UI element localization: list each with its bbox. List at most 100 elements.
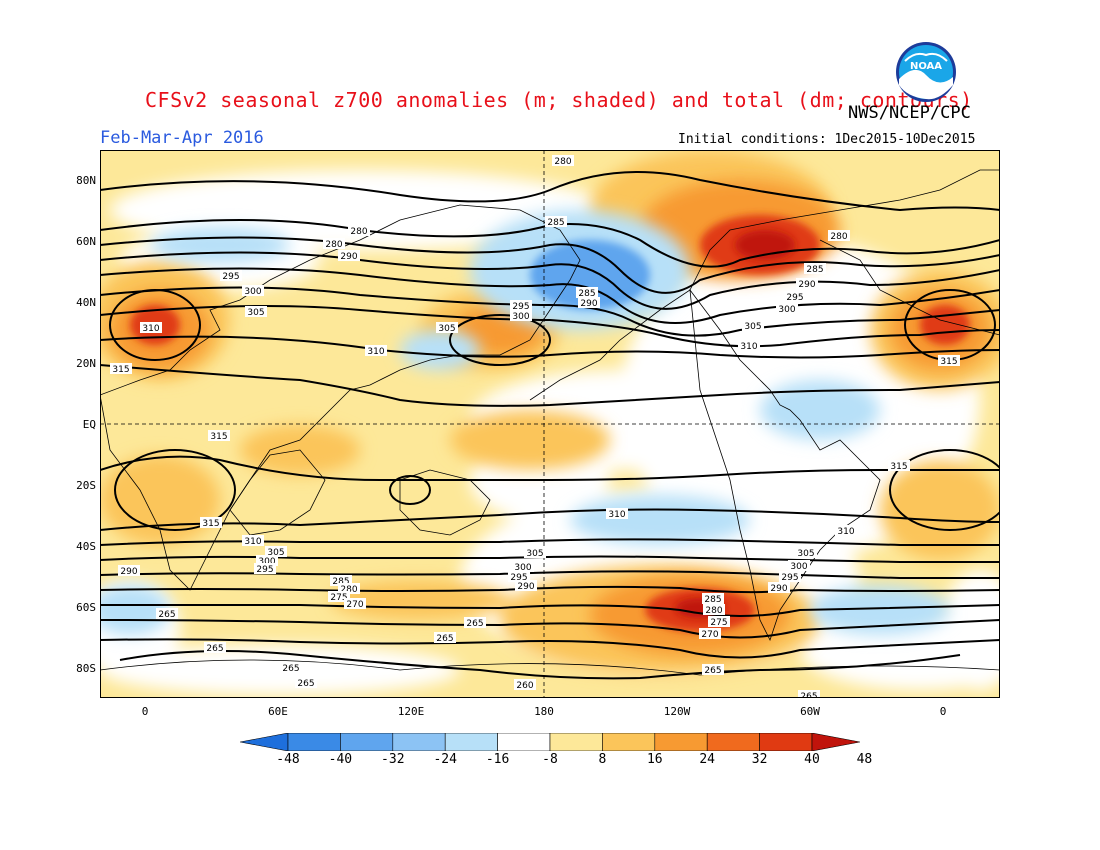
svg-text:295: 295 xyxy=(256,565,273,575)
lon-label: 120E xyxy=(397,705,425,718)
lat-label: 20S xyxy=(76,479,96,492)
contour-label: 295 xyxy=(254,563,276,575)
svg-text:285: 285 xyxy=(704,595,721,605)
svg-text:310: 310 xyxy=(244,537,261,547)
svg-text:265: 265 xyxy=(800,692,817,698)
svg-text:295: 295 xyxy=(512,302,529,312)
contour-label: 295 xyxy=(220,270,242,282)
contour-label: 315 xyxy=(110,363,132,375)
colorbar-label: -48 xyxy=(276,752,300,767)
colorbar-arrow-left xyxy=(240,733,289,751)
contour-label: 295 xyxy=(510,300,532,312)
contour-label: 290 xyxy=(118,565,140,577)
initial-conditions: Initial conditions: 1Dec2015-10Dec2015 xyxy=(678,132,976,147)
svg-text:285: 285 xyxy=(332,577,349,587)
contour-label: 290 xyxy=(796,278,818,290)
noaa-logo-icon: NOAA xyxy=(896,42,956,102)
svg-text:300: 300 xyxy=(258,557,275,567)
contour-label: 280 xyxy=(703,604,725,616)
lon-label: 0 xyxy=(141,705,149,718)
contour-label: 275 xyxy=(328,591,350,603)
contour-label: 265 xyxy=(295,677,317,689)
contour-label: 300 xyxy=(256,555,278,567)
svg-text:310: 310 xyxy=(142,324,159,334)
colorbar-label: -16 xyxy=(485,752,510,767)
contour-label: 260 xyxy=(514,679,536,691)
colorbar-swatch xyxy=(287,733,341,751)
svg-text:300: 300 xyxy=(512,312,529,322)
contour-label: 305 xyxy=(795,547,817,559)
svg-text:315: 315 xyxy=(202,519,219,529)
contour-label: 310 xyxy=(738,340,760,352)
colorbar-label: 16 xyxy=(646,752,663,767)
svg-text:290: 290 xyxy=(770,584,787,594)
lon-label: 60W xyxy=(800,705,820,718)
colorbar-label: 40 xyxy=(804,752,820,767)
agency-label: NWS/NCEP/CPC xyxy=(848,103,971,123)
svg-text:310: 310 xyxy=(837,527,854,537)
svg-text:310: 310 xyxy=(740,342,757,352)
anomaly-map: 280 285 280 280 290 295 300 305 310 310 … xyxy=(100,150,1000,698)
lat-label: 80S xyxy=(76,662,96,675)
contour-label: 285 xyxy=(576,287,598,299)
colorbar-swatch xyxy=(392,733,446,751)
colorbar-label: -24 xyxy=(433,752,457,767)
svg-text:270: 270 xyxy=(701,630,718,640)
lat-label: 40N xyxy=(76,296,96,309)
svg-text:280: 280 xyxy=(705,606,722,616)
contour-label: 305 xyxy=(265,546,287,558)
svg-text:260: 260 xyxy=(516,681,533,691)
contour-label: 275 xyxy=(708,616,730,628)
contour-label: 295 xyxy=(779,571,801,583)
contour-label: 290 xyxy=(578,297,600,309)
svg-text:305: 305 xyxy=(247,308,264,318)
colorbar-label: 8 xyxy=(598,752,607,767)
lon-label: 60E xyxy=(268,705,288,718)
contour-label: 315 xyxy=(938,355,960,367)
svg-text:285: 285 xyxy=(547,218,564,228)
contour-label: 295 xyxy=(784,291,806,303)
svg-text:265: 265 xyxy=(297,679,314,689)
contour-label: 290 xyxy=(338,250,360,262)
svg-text:295: 295 xyxy=(781,573,798,583)
svg-text:300: 300 xyxy=(778,305,795,315)
contour-label: 265 xyxy=(156,608,178,620)
contour-label: 280 xyxy=(323,238,345,250)
svg-text:280: 280 xyxy=(554,157,571,167)
colorbar-label: -40 xyxy=(328,752,353,767)
colorbar-swatch xyxy=(340,733,394,751)
colorbar-label: 32 xyxy=(751,752,768,767)
lat-label: 40S xyxy=(76,540,96,553)
svg-text:290: 290 xyxy=(120,567,137,577)
colorbar-swatch xyxy=(654,733,708,751)
contour-label: 300 xyxy=(510,310,532,322)
lon-label: 180 xyxy=(534,705,554,718)
contour-label: 285 xyxy=(702,593,724,605)
svg-text:285: 285 xyxy=(806,265,823,275)
contour-label: 280 xyxy=(552,155,574,167)
contour-label: 305 xyxy=(436,322,458,334)
contour-label: 310 xyxy=(365,345,387,357)
svg-text:265: 265 xyxy=(704,666,721,676)
svg-text:270: 270 xyxy=(346,600,363,610)
svg-text:290: 290 xyxy=(580,299,597,309)
contour-label: 310 xyxy=(140,322,162,334)
svg-text:280: 280 xyxy=(325,240,342,250)
contour-label: 295 xyxy=(508,571,530,583)
svg-text:285: 285 xyxy=(578,289,595,299)
svg-text:315: 315 xyxy=(112,365,129,375)
contour-label: 300 xyxy=(242,285,264,297)
svg-text:290: 290 xyxy=(340,252,357,262)
contour-label: 305 xyxy=(524,547,546,559)
contour-label: 270 xyxy=(699,628,721,640)
colorbar xyxy=(240,733,860,751)
contour-label: 265 xyxy=(434,632,456,644)
contour-label: 285 xyxy=(804,263,826,275)
lat-label: EQ xyxy=(82,418,96,431)
contour-label: 305 xyxy=(742,320,764,332)
svg-text:280: 280 xyxy=(350,227,367,237)
contour-label: 310 xyxy=(606,508,628,520)
svg-text:310: 310 xyxy=(367,347,384,357)
contour-label: 285 xyxy=(545,216,567,228)
lon-label: 120W xyxy=(663,705,691,718)
